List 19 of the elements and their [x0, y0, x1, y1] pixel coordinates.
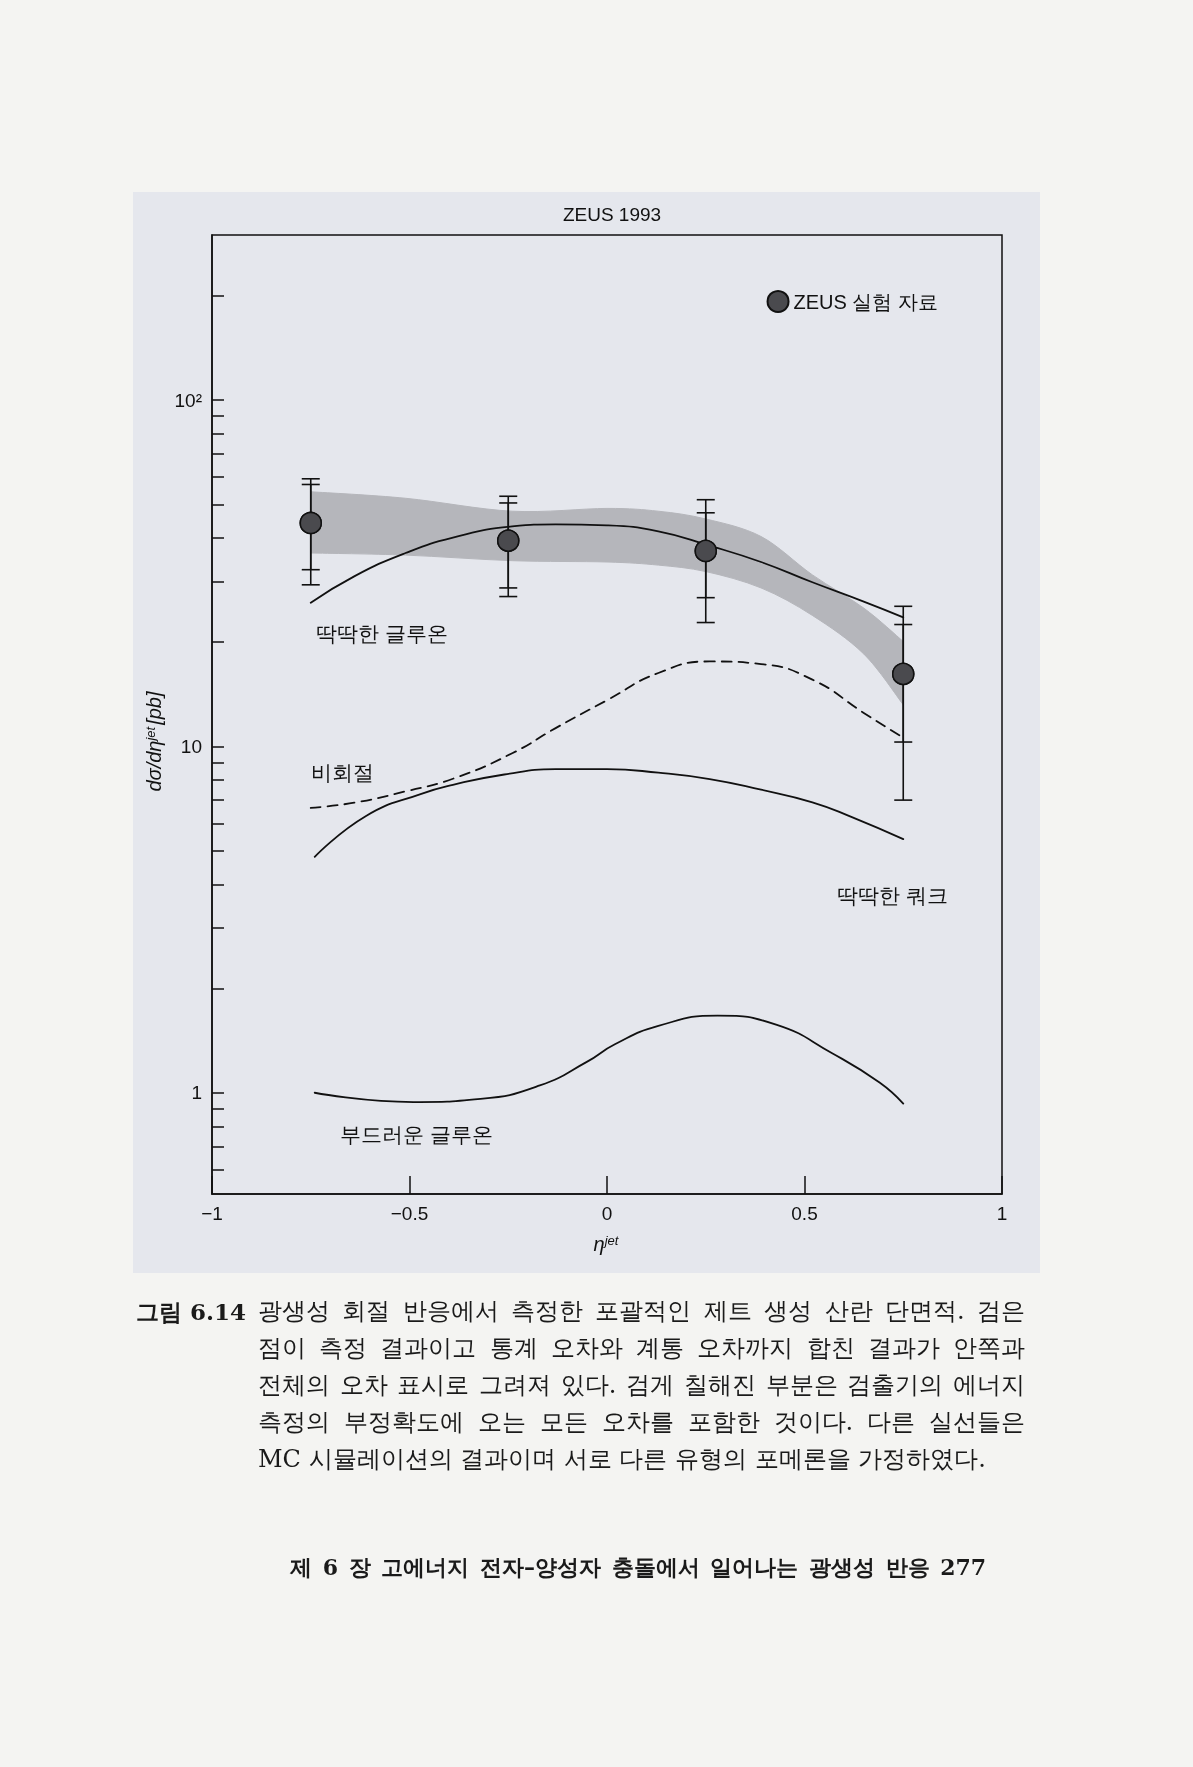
series-label: 딱딱한 글루온	[315, 622, 448, 646]
text: 딱딱한 쿼크	[836, 883, 948, 907]
x-tick-label: 0	[601, 1203, 613, 1224]
x-tick-label: −0.5	[390, 1203, 429, 1224]
y-tick-label: 10	[180, 735, 202, 757]
x-tick-label: 1	[996, 1203, 1008, 1224]
line-series	[313, 1014, 905, 1105]
legend-label: ZEUS 실험 자료	[793, 290, 938, 313]
x-tick-label: −1	[201, 1203, 223, 1224]
caption: 그림 6.14	[136, 1297, 247, 1327]
y-axis-title: dσ/dηjet[pb]	[142, 691, 165, 792]
x-tick-label: 0.5	[791, 1203, 818, 1224]
y-tick-label: 10²	[174, 389, 202, 411]
chart-title: ZEUS 1993	[562, 204, 662, 225]
text: 광생성 회절 반응에서 측정한 포괄적인 제트 생성 산란 단면적. 검은 점이 측정 결과이고 통계 오차와 계통 오차까지 합친 결과가 안쪽과 전체의 오차 표시로 그려져 있다. 검게 칠해진 부분은 검출기의 에너지 측정의 부정확도에 오는 모든 오차를 포함한 것이다. 다른 실선들은 MC 시뮬레이션의 결과이며 서로 다른 유형의 포메론을 가정하였다.	[258, 1296, 1025, 1475]
series-label: 부드러운 글루온	[340, 1123, 494, 1147]
series-label: 비회절	[311, 761, 375, 785]
text: 제 6 장 고에너지 전자–양성자 충돌에서 일어나는 광생성 반응 277	[290, 1553, 987, 1582]
y-tick-label: 1	[191, 1082, 202, 1104]
